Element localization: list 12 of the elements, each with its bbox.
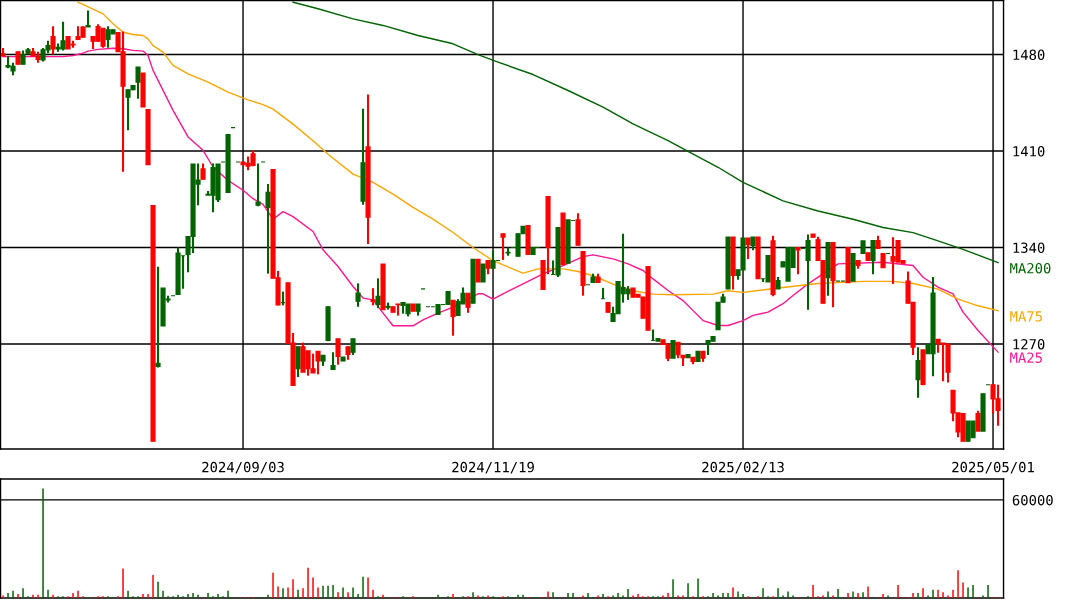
- series-label: MA75: [1010, 311, 1042, 322]
- y-tick-label: 1340: [1013, 242, 1045, 253]
- series-label: MA25: [1010, 352, 1042, 363]
- x-tick-label: 2024/11/19: [452, 461, 534, 474]
- x-tick-label: 2025/05/01: [952, 461, 1034, 474]
- y-tick-label: 1480: [1013, 49, 1045, 61]
- y-tick-label: 1410: [1013, 146, 1045, 157]
- x-tick-label: 2025/02/13: [702, 461, 784, 474]
- y-tick-label: 1270: [1013, 338, 1045, 350]
- series-label: MA200: [1010, 262, 1051, 274]
- x-tick-label: 2024/09/03: [202, 461, 284, 474]
- y-tick-label: 60000: [1012, 494, 1053, 506]
